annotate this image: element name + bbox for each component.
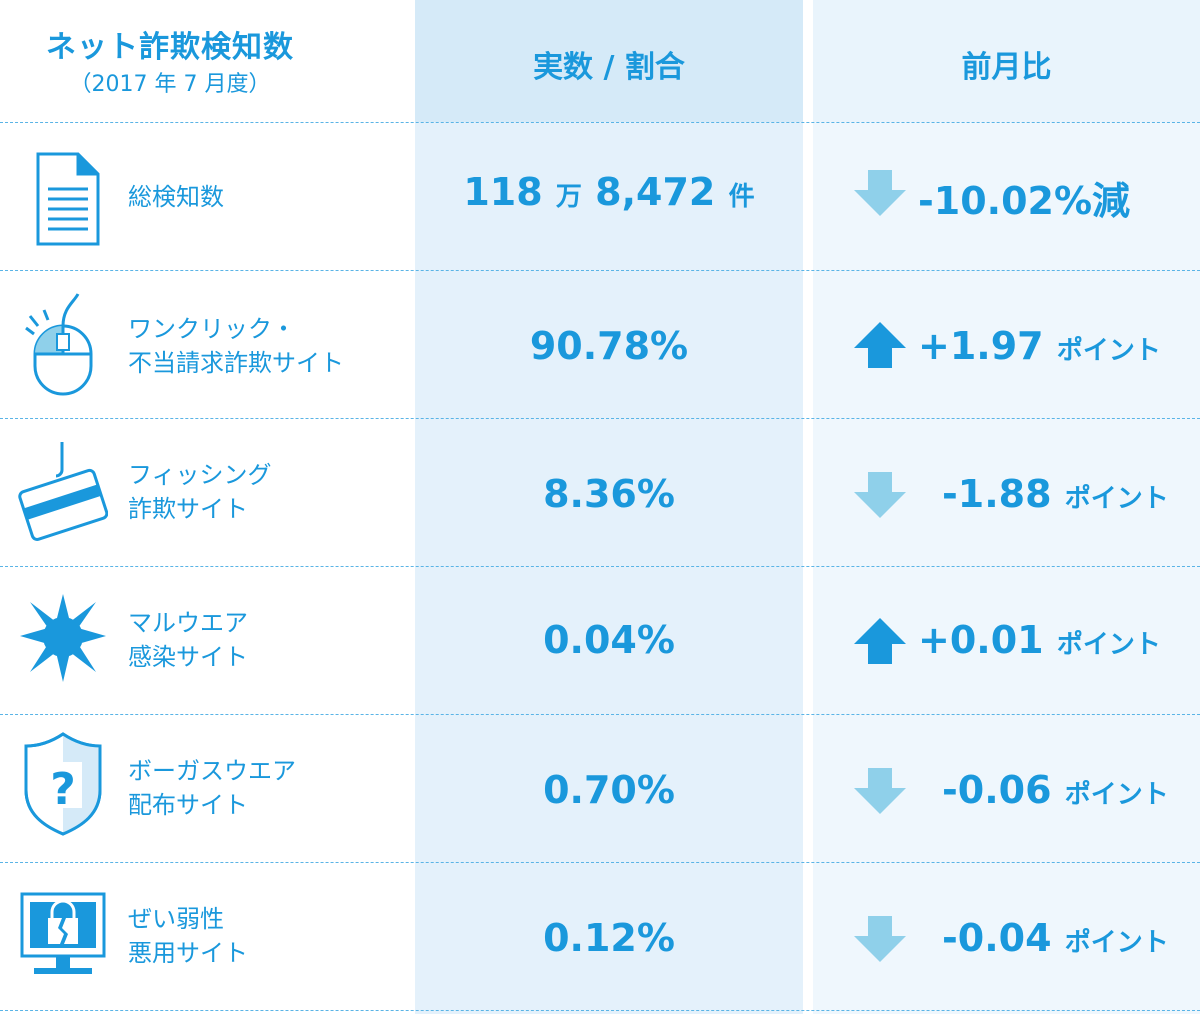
change-value: +0.01: [918, 618, 1044, 662]
broken-lock-monitor-icon: [20, 892, 106, 974]
svg-text:?: ?: [50, 764, 76, 815]
table-row: マルウエア 感染サイト 0.04% +0.01 ポイント: [0, 566, 1200, 715]
change-value: -0.06: [942, 768, 1052, 812]
value-column-header: 実数 / 割合: [533, 50, 685, 85]
change-column-header-bg: [813, 0, 1200, 122]
mouse-icon: [25, 293, 93, 396]
row-label: ワンクリック・: [128, 315, 296, 343]
value-number-rest: 8,472: [595, 170, 716, 214]
row-label: ぜい弱性: [128, 905, 224, 933]
value-unit: 件: [728, 182, 755, 212]
row-label: ボーガスウエア: [128, 757, 296, 785]
table-header: ネット詐欺検知数 （2017 年 7 月度） 実数 / 割合 前月比: [0, 0, 1200, 123]
row-change: +1.97 ポイント: [918, 324, 1161, 368]
change-value: +1.97: [918, 324, 1044, 368]
arrow-down-icon: [854, 472, 906, 518]
row-label: フィッシング: [128, 461, 272, 489]
change-value: -10.02%減: [918, 179, 1131, 223]
change-value: -0.04: [942, 916, 1052, 960]
row-change: -1.88 ポイント: [942, 472, 1169, 516]
change-unit: ポイント: [1064, 928, 1169, 958]
row-label-line2: 感染サイト: [128, 643, 248, 671]
row-label-line2: 不当請求詐欺サイト: [128, 349, 344, 377]
row-value: 0.04%: [543, 618, 675, 662]
credit-card-hook-icon: [18, 442, 108, 541]
row-value: 0.12%: [543, 916, 675, 960]
value-unit: 万: [555, 182, 582, 212]
change-unit: ポイント: [1056, 630, 1161, 660]
row-label-line2: 悪用サイト: [128, 939, 248, 967]
row-label-line2: 詐欺サイト: [128, 495, 248, 523]
row-value: 90.78%: [529, 324, 689, 368]
table-row: フィッシング 詐欺サイト 8.36% -1.88 ポイント: [0, 418, 1200, 567]
row-change: +0.01 ポイント: [918, 618, 1161, 662]
row-label: マルウエア: [128, 609, 248, 637]
change-value: -1.88: [942, 472, 1052, 516]
change-unit: ポイント: [1064, 484, 1169, 514]
arrow-down-icon: [854, 170, 906, 216]
arrow-up-icon: [854, 322, 906, 368]
row-change: -0.06 ポイント: [942, 768, 1169, 812]
row-label: 総検知数: [128, 183, 224, 211]
change-unit: ポイント: [1064, 780, 1169, 810]
arrow-up-icon: [854, 618, 906, 664]
table-row: ワンクリック・ 不当請求詐欺サイト 90.78% +1.97 ポイント: [0, 270, 1200, 419]
change-unit: ポイント: [1056, 336, 1161, 366]
arrow-down-icon: [854, 768, 906, 814]
table-row: 総検知数 118 万 8,472 件 -10.02%減: [0, 122, 1200, 271]
virus-burst-icon: [20, 594, 106, 682]
row-value: 8.36%: [543, 472, 675, 516]
row-label-line2: 配布サイト: [128, 791, 248, 819]
arrow-down-icon: [854, 916, 906, 962]
row-change: -10.02%減: [918, 170, 1130, 225]
table-row: ? ボーガスウエア 配布サイト 0.70% -0.06 ポイント: [0, 714, 1200, 863]
document-icon: [36, 152, 100, 246]
row-value: 0.70%: [543, 768, 675, 812]
change-column-header: 前月比: [961, 50, 1052, 85]
row-change: -0.04 ポイント: [942, 916, 1169, 960]
shield-question-icon: ?: [24, 732, 102, 836]
value-column-header-bg: [415, 0, 803, 122]
table-subtitle: （2017 年 7 月度）: [69, 72, 271, 97]
table-row: ぜい弱性 悪用サイト 0.12% -0.04 ポイント: [0, 862, 1200, 1011]
value-number: 118: [463, 170, 543, 214]
row-value: 118 万 8,472 件: [415, 170, 803, 214]
table-title: ネット詐欺検知数: [46, 30, 294, 65]
